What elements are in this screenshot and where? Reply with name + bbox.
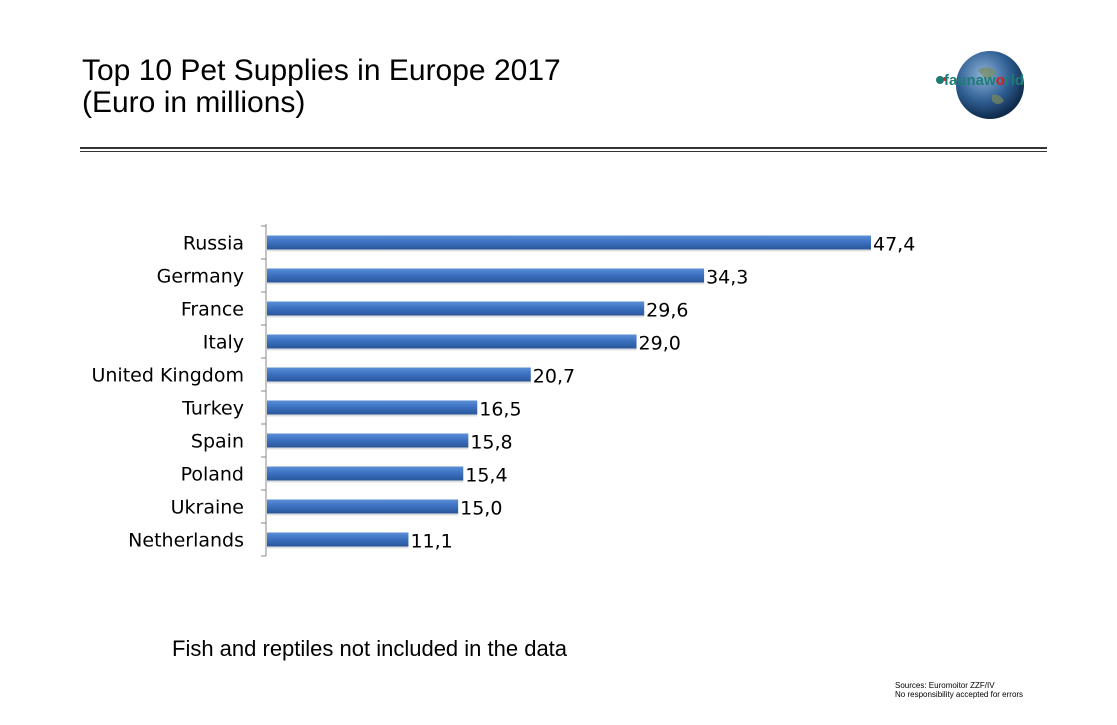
category-label: Poland xyxy=(181,464,244,486)
bar-russia xyxy=(267,235,871,250)
bar-turkey xyxy=(267,400,478,415)
title-line-1: Top 10 Pet Supplies in Europe 2017 xyxy=(82,54,561,87)
disclaimer-line: No responsibility accepted for errors xyxy=(895,690,1024,699)
category-label: Turkey xyxy=(181,398,244,420)
data-label: 20,7 xyxy=(533,366,575,388)
footnote: Fish and reptiles not included in the da… xyxy=(172,636,568,661)
svg-text:faunaworld: faunaworld xyxy=(944,72,1024,89)
bar-netherlands xyxy=(267,532,409,547)
category-label: United Kingdom xyxy=(91,365,244,387)
category-label: Italy xyxy=(203,332,244,354)
sources-line: Sources: Euromoitor ZZF/IV xyxy=(895,681,995,690)
data-label: 47,4 xyxy=(873,234,915,256)
data-label: 15,0 xyxy=(460,498,502,520)
data-label: 15,8 xyxy=(470,432,512,454)
faunaworld-logo: faunaworld xyxy=(936,51,1024,119)
bar-france xyxy=(267,301,645,316)
category-label: Ukraine xyxy=(171,497,244,519)
bar-italy xyxy=(267,334,637,349)
data-label: 11,1 xyxy=(410,531,452,553)
page-title: Top 10 Pet Supplies in Europe 2017 (Euro… xyxy=(82,55,561,119)
bar-spain xyxy=(267,433,469,448)
data-label: 15,4 xyxy=(465,465,507,487)
category-label: Spain xyxy=(191,431,244,453)
data-label: 34,3 xyxy=(706,267,748,289)
category-label: Russia xyxy=(183,233,244,255)
title-line-2: (Euro in millions) xyxy=(82,86,306,119)
data-label: 29,6 xyxy=(646,300,688,322)
bar-poland xyxy=(267,466,464,481)
bar-united-kingdom xyxy=(267,367,531,382)
bar-germany xyxy=(267,268,705,283)
header-divider xyxy=(80,147,1047,152)
sources-text: Sources: Euromoitor ZZF/IV No responsibi… xyxy=(895,681,1023,699)
bar-ukraine xyxy=(267,499,459,514)
category-label: France xyxy=(181,299,244,321)
data-label: 29,0 xyxy=(639,333,681,355)
category-label: Netherlands xyxy=(128,530,244,552)
data-label: 16,5 xyxy=(479,399,521,421)
category-label: Germany xyxy=(157,266,244,288)
